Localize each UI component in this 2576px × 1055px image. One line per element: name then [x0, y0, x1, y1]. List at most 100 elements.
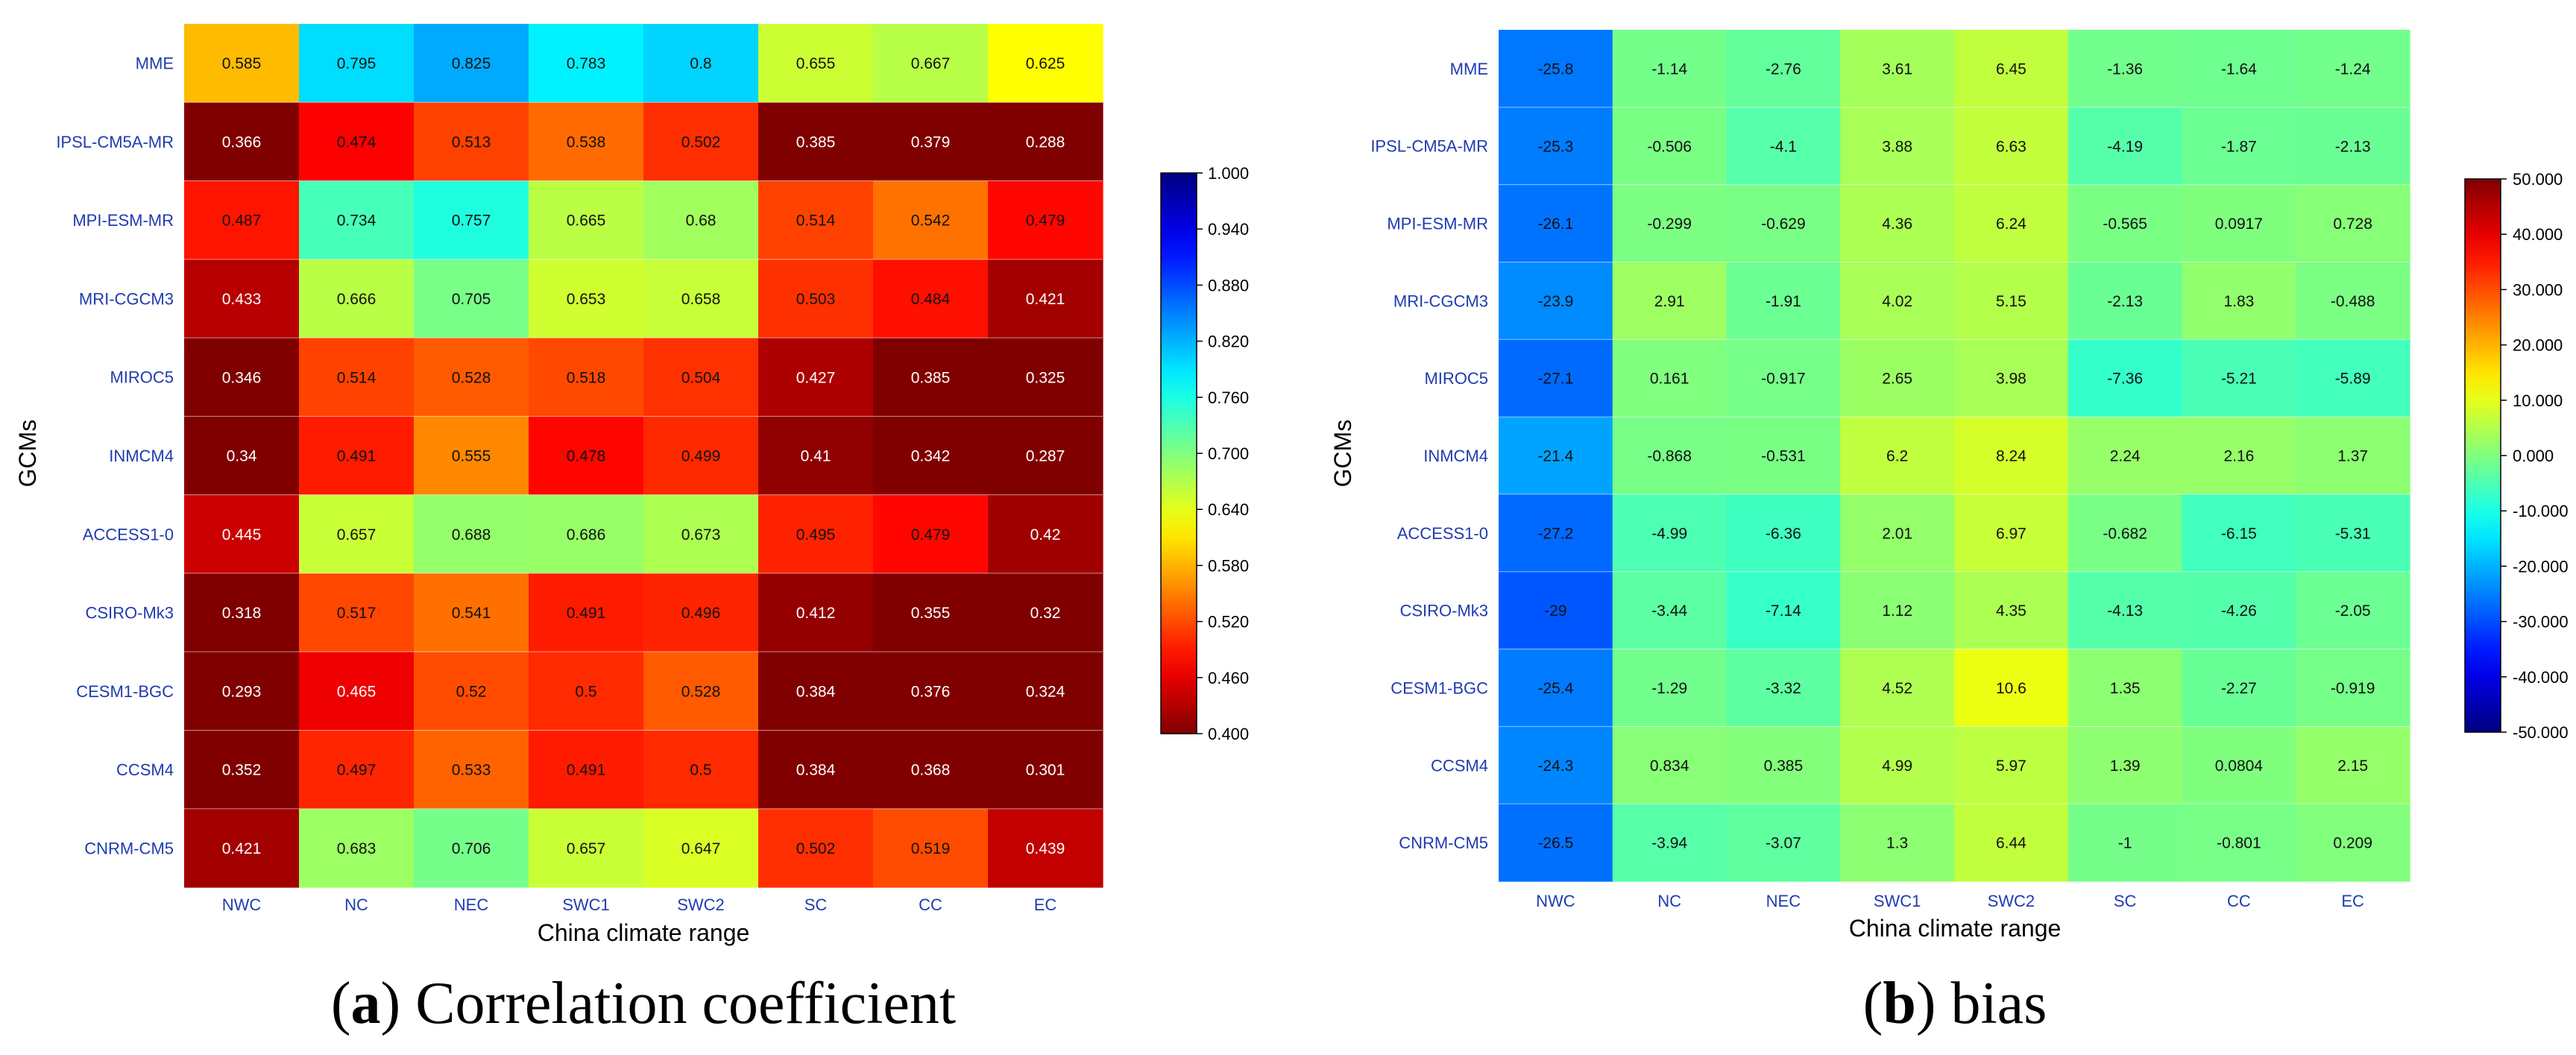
panel-a-cell-inmcm4-ec: [988, 416, 1103, 496]
panel-a-y-tick-label: CSIRO-Mk3: [85, 604, 174, 623]
panel-b-cell-value-label: -2.13: [2107, 293, 2143, 310]
panel-a-cell-value-label: 0.683: [337, 840, 377, 857]
panel-b-cell-csiro-mk3-swc1: [1840, 571, 1955, 650]
panel-b-cell-cnrm-cm5-swc1: [1840, 804, 1955, 882]
panel-a-cell-mri-cgcm3-nwc: [184, 259, 300, 338]
panel-a-cell-value-label: 0.502: [796, 840, 836, 857]
panel-b-cell-access1-0-swc1: [1840, 494, 1955, 573]
panel-b-cell-mpi-esm-mr-sc: [2068, 184, 2183, 263]
panel-a-cell-value-label: 0.5: [575, 683, 596, 700]
panel-b-cell-ccsm4-cc: [2182, 726, 2296, 804]
panel-b-cell-csiro-mk3-cc: [2182, 571, 2296, 650]
panel-a-cell-value-label: 0.585: [222, 55, 262, 72]
panel-a-cell-mri-cgcm3-nec: [414, 259, 529, 338]
panel-a-colorbar-tick-label: 1.000: [1208, 164, 1249, 183]
panel-a-cell-value-label: 0.318: [222, 605, 262, 622]
panel-b-cell-value-label: -4.1: [1770, 138, 1797, 155]
panel-a-cell-access1-0-nc: [299, 494, 415, 574]
panel-b-x-tick-labels: NWC NC NEC SWC1 SWC2 SC CC EC: [1536, 892, 2364, 910]
panel-a-cell-value-label: 0.342: [911, 448, 951, 465]
panel-a-cell-value-label: 0.688: [452, 526, 491, 544]
panel-a-colorbar-tick-label: 0.700: [1208, 444, 1249, 463]
panel-a-colorbar-tick-label: 0.400: [1208, 725, 1249, 743]
panel-a-cell-cnrm-cm5-swc1: [529, 808, 644, 888]
panel-b-cell-cnrm-cm5-sc: [2068, 804, 2183, 882]
panel-b-cell-access1-0-cc: [2182, 494, 2296, 573]
panel-b-cell-value-label: -2.05: [2335, 602, 2371, 620]
panel-b-cell-value-label: 3.98: [1996, 371, 2027, 388]
panel-b-cell-value-label: 0.0804: [2215, 758, 2264, 775]
panel-a-cell-value-label: 0.368: [911, 762, 951, 779]
panel-b-cell-value-label: 3.88: [1882, 138, 1912, 155]
panel-b-cell-value-label: -23.9: [1537, 293, 1573, 310]
panel-b-colorbar-tick-label: 50.000: [2513, 170, 2563, 189]
panel-a-cell-mpi-esm-mr-sc: [758, 180, 874, 260]
panel-b-cell-value-label: -21.4: [1537, 448, 1573, 465]
panel-a-cell-value-label: 0.287: [1026, 448, 1065, 465]
panel-b-colorbar-tick-label: -20.000: [2513, 557, 2569, 576]
panel-b-cell-value-label: 3.61: [1882, 60, 1912, 78]
panel-b-cell-value-label: -4.19: [2107, 138, 2143, 155]
panel-a-cell-access1-0-ec: [988, 494, 1103, 574]
panel-b-cell-mri-cgcm3-nc: [1612, 262, 1728, 340]
panel-b-cell-value-label: 1.35: [2110, 680, 2141, 697]
panel-a-cell-mri-cgcm3-nc: [299, 259, 415, 338]
panel-b-cell-value-label: -3.07: [1766, 835, 1801, 852]
panel-a-cell-mme-nwc: [184, 24, 300, 103]
panel-a-cell-cnrm-cm5-nc: [299, 808, 415, 888]
panel-b-cell-inmcm4-ec: [2296, 417, 2410, 495]
panel-a-cell-mpi-esm-mr-cc: [873, 180, 989, 260]
panel-a-cell-access1-0-cc: [873, 494, 989, 574]
panel-b-cell-mme-nec: [1726, 30, 1841, 108]
panel-a-cell-ccsm4-cc: [873, 730, 989, 810]
panel-b-y-tick-label: IPSL-CM5A-MR: [1370, 137, 1488, 156]
panel-a-cell-value-label: 0.379: [911, 133, 951, 151]
panel-a-x-tick-label: SWC2: [677, 895, 725, 914]
panel-a-cell-inmcm4-nec: [414, 416, 529, 496]
panel-a-cell-csiro-mk3-swc2: [643, 573, 759, 652]
panel-a-cell-value-label: 0.517: [337, 605, 377, 622]
panel-b-cells: -25.8 -1.14 -2.76 3.61 6.45 -1.36 -1.64 -1.24 -2…: [1499, 30, 2410, 882]
panel-b-cell-ipsl-cm5a-mr-nwc: [1499, 107, 1613, 186]
panel-b-bias-heatmap: -25.8 -1.14 -2.76 3.61 6.45 -1.36 -1.64 -1.24 -2…: [1329, 30, 2569, 1036]
panel-b-cell-value-label: -3.94: [1651, 835, 1687, 852]
panel-b-cell-miroc5-sc: [2068, 339, 2183, 418]
panel-b-cell-csiro-mk3-ec: [2296, 571, 2410, 650]
panel-a-cell-csiro-mk3-nc: [299, 573, 415, 652]
panel-b-cell-mpi-esm-mr-ec: [2296, 184, 2410, 263]
panel-b-cell-mpi-esm-mr-cc: [2182, 184, 2296, 263]
panel-a-colorbar-scale: [1160, 172, 1197, 734]
panel-b-cell-mme-swc2: [1954, 30, 2069, 108]
panel-a-cell-value-label: 0.491: [567, 762, 606, 779]
panel-a-colorbar-tick-label: 0.520: [1208, 613, 1249, 632]
panel-b-cell-value-label: -25.4: [1537, 680, 1573, 697]
panel-a-cell-value-label: 0.288: [1026, 133, 1065, 151]
panel-b-cell-value-label: -1.29: [1651, 680, 1687, 697]
panel-b-cell-value-label: 2.65: [1882, 371, 1912, 388]
panel-b-cell-value-label: -1.24: [2335, 60, 2371, 78]
panel-a-colorbar-tick-label: 0.640: [1208, 500, 1249, 519]
panel-a-caption-letter: a: [351, 971, 381, 1036]
panel-a-cell-value-label: 0.5: [690, 762, 711, 779]
panel-a-cell-value-label: 0.538: [567, 133, 606, 151]
panel-b-cell-ipsl-cm5a-mr-nc: [1612, 107, 1728, 186]
panel-a-cell-miroc5-cc: [873, 338, 989, 417]
panel-b-cell-value-label: -2.76: [1766, 60, 1801, 78]
panel-b-cell-value-label: -1.36: [2107, 60, 2143, 78]
panel-b-cell-mme-sc: [2068, 30, 2183, 108]
panel-b-cell-mme-nwc: [1499, 30, 1613, 108]
panel-a-cell-ccsm4-sc: [758, 730, 874, 810]
panel-a-cell-mme-swc2: [643, 24, 759, 103]
panel-b-cell-value-label: -1.14: [1651, 60, 1687, 78]
panel-b-colorbar-tick-label: -50.000: [2513, 723, 2569, 742]
panel-b-cell-mpi-esm-mr-swc2: [1954, 184, 2069, 263]
panel-a-cell-csiro-mk3-swc1: [529, 573, 644, 652]
panel-a-cell-value-label: 0.795: [337, 55, 377, 72]
panel-a-y-tick-label: CNRM-CM5: [84, 839, 174, 857]
panel-a-cell-value-label: 0.528: [452, 369, 491, 386]
panel-a-cell-mpi-esm-mr-swc1: [529, 180, 644, 260]
panel-b-colorbar-tick-label: 0.000: [2513, 447, 2554, 465]
panel-b-cell-value-label: -5.89: [2335, 371, 2371, 388]
panel-a-cell-cnrm-cm5-ec: [988, 808, 1103, 888]
panel-a-cell-mme-ec: [988, 24, 1103, 103]
